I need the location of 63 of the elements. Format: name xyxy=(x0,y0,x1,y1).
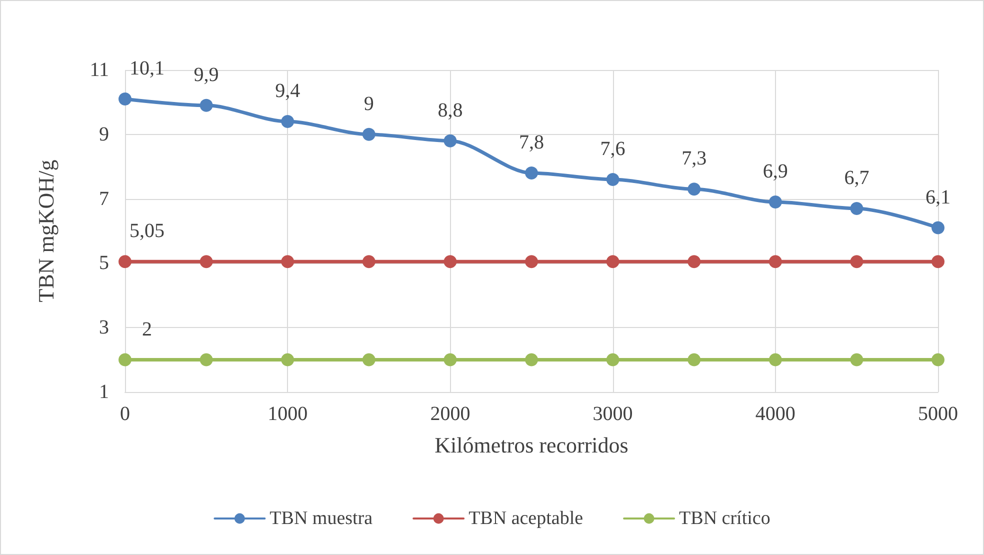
legend-label: TBN crítico xyxy=(679,508,770,529)
point xyxy=(362,353,376,366)
data-label: 6,7 xyxy=(844,166,870,189)
point xyxy=(850,353,864,366)
data-label: 5,05 xyxy=(130,220,164,242)
point xyxy=(688,353,701,366)
point xyxy=(606,172,620,186)
y-tick-label: 9 xyxy=(99,123,109,146)
x-tick-label: 5000 xyxy=(918,403,958,425)
data-label: 9,9 xyxy=(194,64,219,86)
data-label: 8,8 xyxy=(438,99,463,122)
x-tick-label: 0 xyxy=(120,403,130,425)
data-label: 2 xyxy=(142,318,152,340)
data-label: 7,6 xyxy=(600,138,626,160)
data-label: 9 xyxy=(364,92,374,115)
legend-label: TBN aceptable xyxy=(468,508,584,529)
y-axis-title: TBN mgKOH/g xyxy=(34,160,58,302)
y-tick-label: 5 xyxy=(99,252,109,274)
point xyxy=(362,128,376,141)
y-tick-label: 7 xyxy=(99,188,109,210)
point xyxy=(444,353,457,366)
point xyxy=(444,134,457,148)
point xyxy=(281,115,294,128)
point xyxy=(200,353,213,366)
data-label: 10,1 xyxy=(130,57,164,80)
x-tick-label: 1000 xyxy=(268,403,308,425)
point xyxy=(525,353,538,366)
data-label: 7,3 xyxy=(682,148,707,170)
x-axis-title: Kilómetros recorridos xyxy=(434,432,628,458)
x-tick-label: 4000 xyxy=(755,403,796,425)
point xyxy=(768,353,782,366)
point xyxy=(281,255,294,268)
data-label: 7,8 xyxy=(519,132,544,154)
point xyxy=(932,255,944,268)
point xyxy=(606,255,620,268)
point xyxy=(118,92,132,106)
data-label: 6,9 xyxy=(762,160,788,183)
point xyxy=(768,255,782,268)
point xyxy=(525,255,538,268)
point xyxy=(200,255,213,268)
point xyxy=(362,255,376,268)
point xyxy=(850,202,864,215)
x-tick-label: 3000 xyxy=(592,403,633,425)
legend-label: TBN muestra xyxy=(270,508,374,529)
point xyxy=(118,353,132,366)
y-tick-label: 11 xyxy=(90,59,109,81)
point xyxy=(932,353,944,366)
y-tick-label: 3 xyxy=(99,316,109,339)
point xyxy=(850,255,864,268)
data-label: 9,4 xyxy=(275,80,300,102)
point xyxy=(200,98,213,112)
point xyxy=(525,166,538,180)
point xyxy=(688,182,701,196)
x-tick-label: 2000 xyxy=(430,403,470,425)
point xyxy=(688,255,701,268)
point xyxy=(606,353,620,366)
point xyxy=(768,196,782,209)
point xyxy=(281,353,294,366)
point xyxy=(932,221,944,234)
point xyxy=(444,255,457,268)
y-tick-label: 1 xyxy=(99,381,109,403)
point xyxy=(118,255,132,268)
data-label: 6,1 xyxy=(926,186,950,208)
